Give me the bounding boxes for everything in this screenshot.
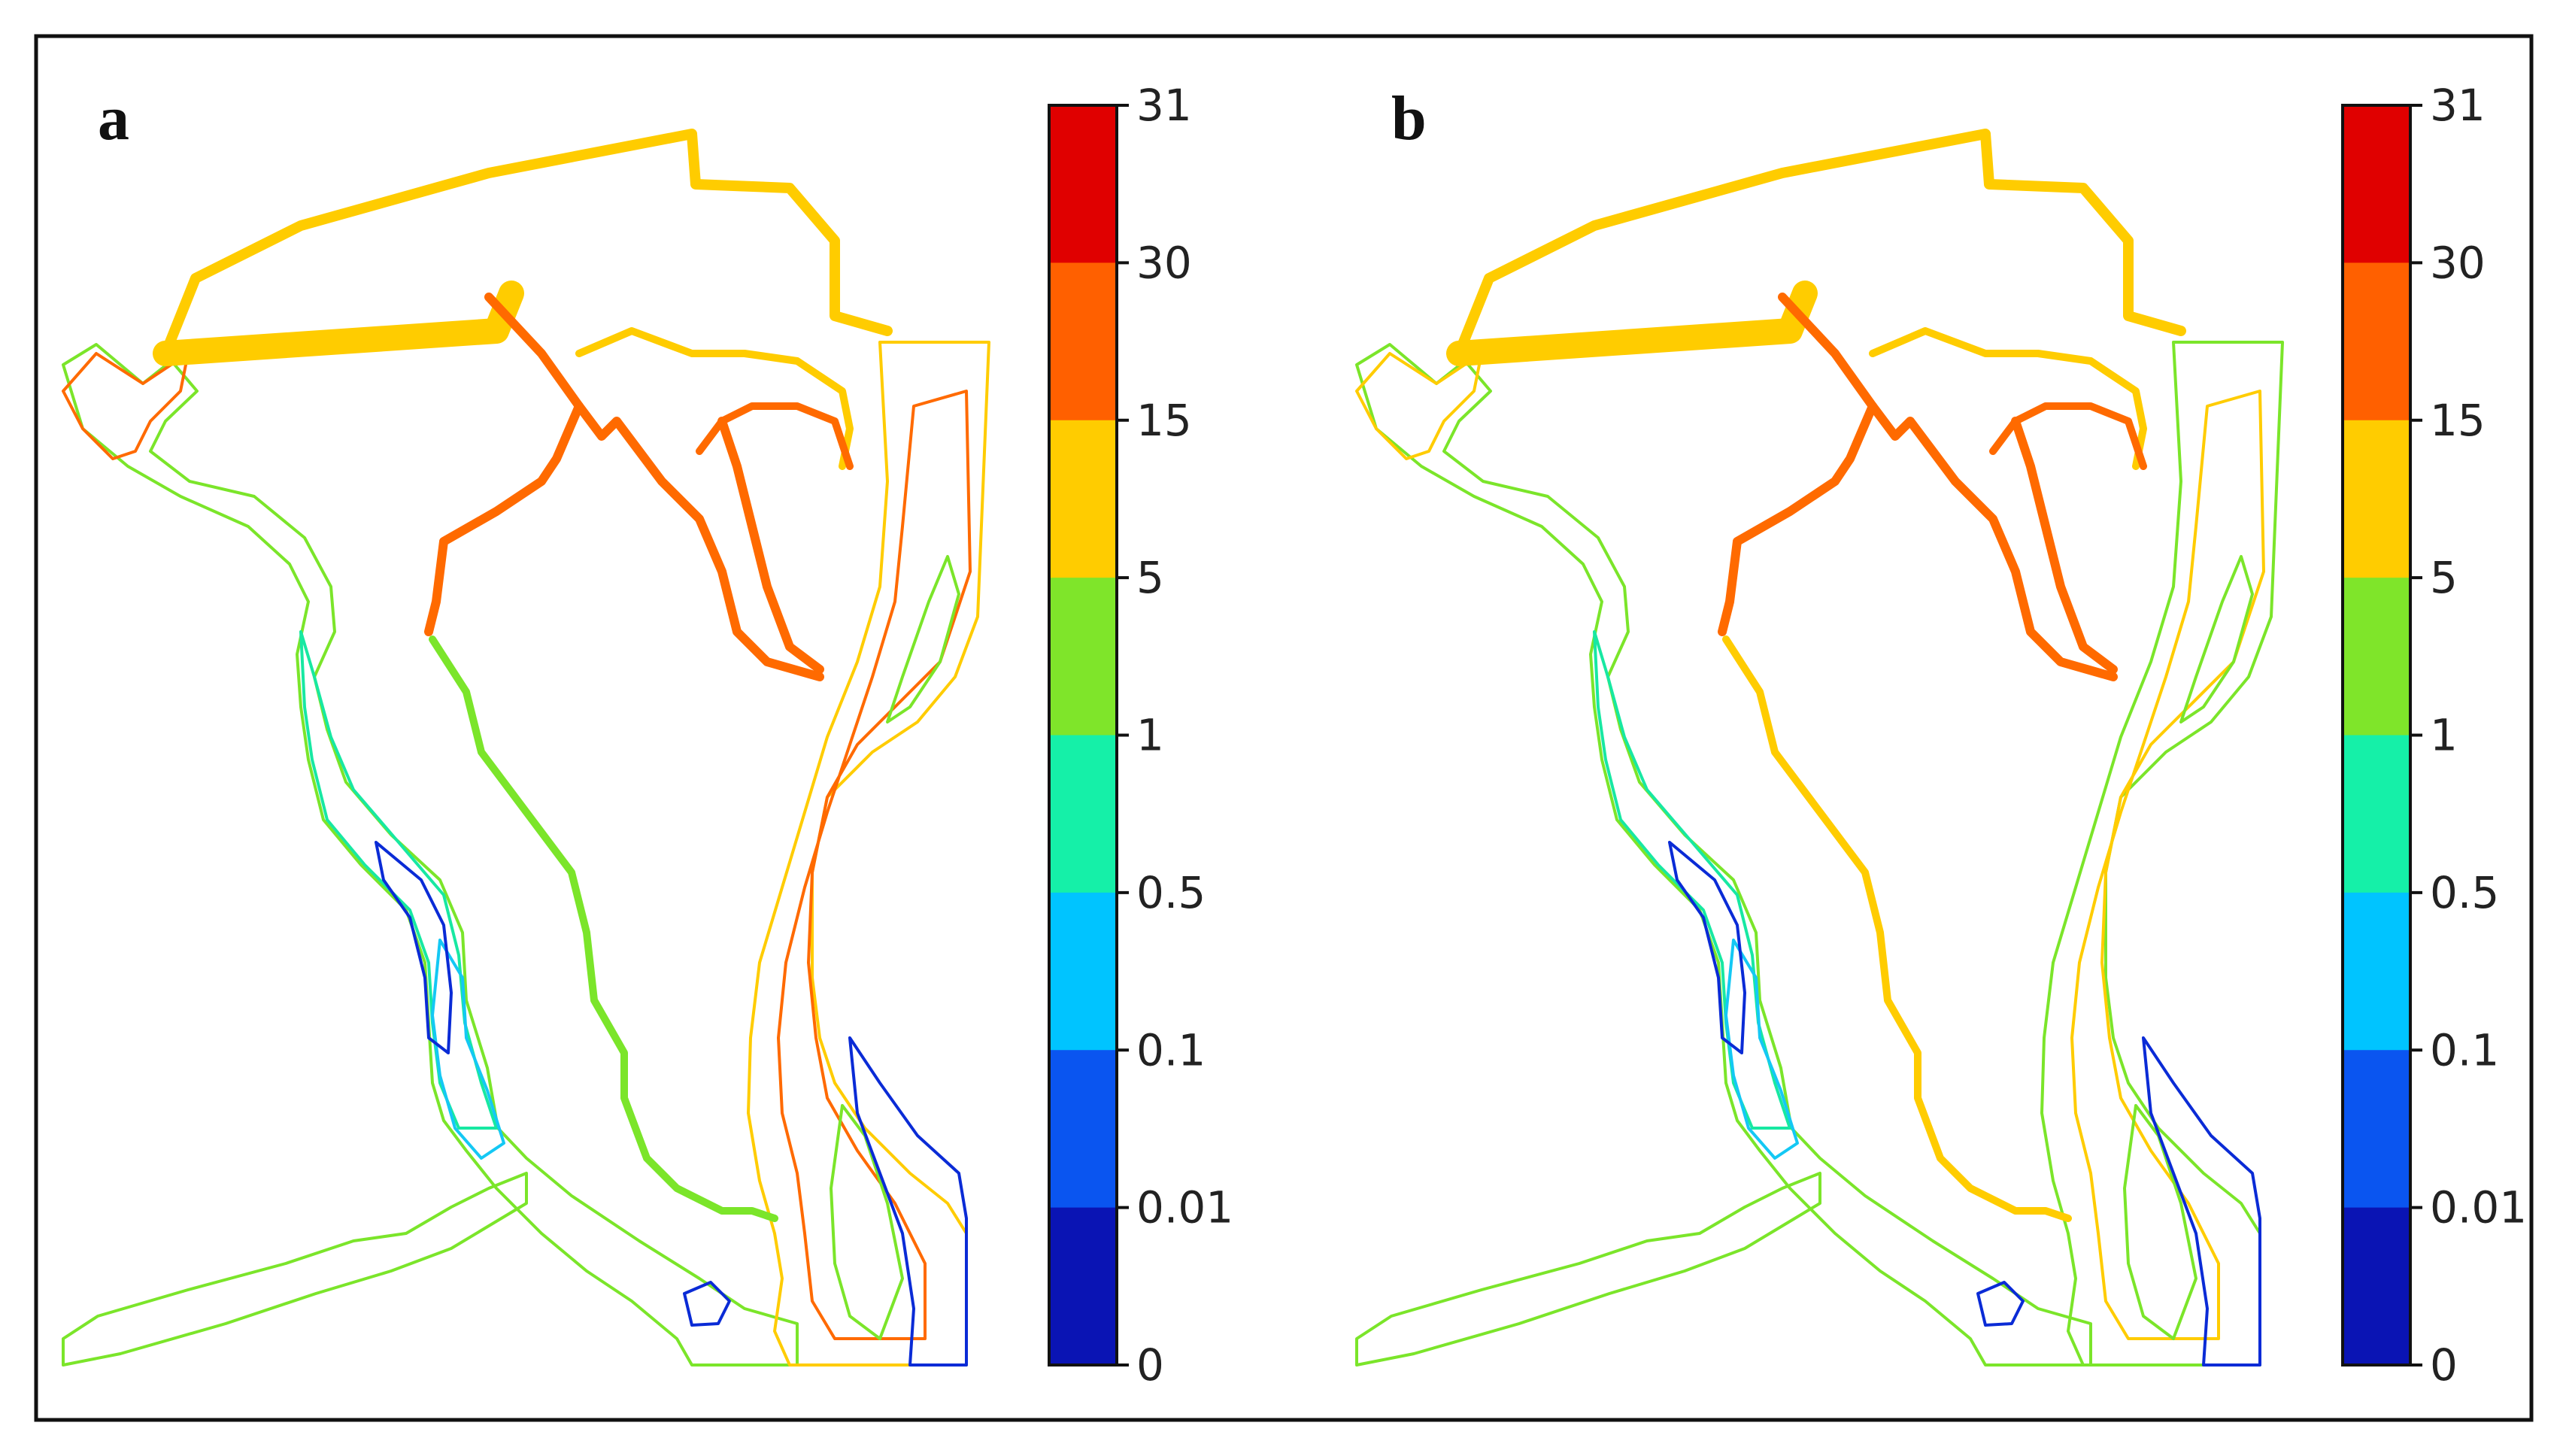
east-river-main-zone bbox=[777, 390, 972, 1340]
figure-frame bbox=[34, 34, 2534, 1422]
colorbar-tick-label: 31 bbox=[2430, 80, 2486, 131]
west-channel-zone bbox=[62, 343, 799, 1367]
colorbar-tick-label: 5 bbox=[1136, 552, 1164, 603]
colorbar-tick-label: 0 bbox=[1136, 1339, 1164, 1391]
southwest-inlet bbox=[1355, 1172, 1821, 1367]
colorbar-tick-label: 0.5 bbox=[2430, 867, 2499, 918]
west-pocket-zone bbox=[1668, 841, 1746, 1054]
panel-letter: b bbox=[1391, 83, 1427, 153]
inner-network-channel-west bbox=[424, 402, 584, 636]
colorbar-tick-label: 0.01 bbox=[1136, 1182, 1233, 1233]
colorbar-tick-label: 1 bbox=[2430, 710, 2458, 761]
colorbar-tick-label: 0 bbox=[2430, 1339, 2458, 1391]
mid-loop-channel bbox=[1989, 402, 2147, 470]
inner-network-channel bbox=[484, 293, 824, 681]
colorbar-band bbox=[1049, 578, 1117, 736]
inner-network-channel-west bbox=[1718, 402, 1877, 636]
east-river-green-zone-south bbox=[830, 1104, 904, 1340]
southwest-inlet bbox=[62, 1172, 528, 1367]
east-river-green-zone-south bbox=[2123, 1104, 2197, 1340]
colorbar-tick-label: 30 bbox=[1136, 237, 1192, 288]
panel-b: b 31 30 15 5 1 0.5 0.1 0.01 0 bbox=[1355, 80, 2527, 1391]
lake-zone bbox=[683, 1281, 731, 1327]
panel-letter: a bbox=[98, 83, 129, 153]
east-bank-low-zone bbox=[2142, 1036, 2261, 1367]
west-channel-mid-zone bbox=[1593, 630, 1791, 1130]
colorbar: 31 30 15 5 1 0.5 0.1 0.01 0 bbox=[2341, 80, 2527, 1391]
west-channel-mid-zone bbox=[299, 630, 498, 1130]
west-pocket-zone bbox=[375, 841, 453, 1054]
colorbar-band bbox=[2343, 578, 2410, 736]
colorbar-band bbox=[1049, 1207, 1117, 1366]
inner-network-channel-east bbox=[575, 327, 854, 470]
colorbar-band bbox=[1049, 892, 1117, 1051]
right-arc-channel bbox=[2011, 417, 2118, 674]
north-bar-channel bbox=[1446, 281, 1818, 366]
colorbar-tick-label: 15 bbox=[2430, 395, 2486, 446]
west-channel-zone bbox=[1355, 343, 2092, 1367]
colorbar: 31 30 15 5 1 0.5 0.1 0.01 0 bbox=[1048, 80, 1233, 1391]
colorbar-tick-label: 15 bbox=[1136, 395, 1192, 446]
colorbar-band bbox=[2343, 735, 2410, 893]
colorbar-band bbox=[1049, 420, 1117, 578]
colorbar-tick-label: 0.1 bbox=[1136, 1024, 1206, 1075]
east-river-green-zone-north bbox=[2179, 555, 2254, 723]
inner-network-channel bbox=[1778, 293, 2118, 681]
north-loop-channel bbox=[1454, 129, 2186, 359]
south-path-channel bbox=[429, 635, 778, 1222]
colorbar-tick-label: 30 bbox=[2430, 237, 2486, 288]
panel-a: a 31 30 15 5 1 0.5 0.1 0.01 0 bbox=[62, 80, 1233, 1391]
colorbar-band bbox=[2343, 892, 2410, 1051]
north-bar-channel bbox=[153, 281, 524, 366]
colorbar-tick-label: 5 bbox=[2430, 552, 2458, 603]
east-river-main-zone bbox=[2070, 390, 2265, 1340]
north-loop-channel bbox=[160, 129, 893, 359]
inner-network-channel-east bbox=[1869, 327, 2147, 470]
colorbar-tick-label: 1 bbox=[1136, 710, 1164, 761]
mid-loop-channel bbox=[696, 402, 854, 470]
lake-zone bbox=[1976, 1281, 2025, 1327]
northwest-arm bbox=[1355, 352, 1483, 460]
colorbar-tick-label: 31 bbox=[1136, 80, 1192, 131]
colorbar-band bbox=[2343, 262, 2410, 421]
colorbar-band bbox=[1049, 1050, 1117, 1209]
colorbar-band bbox=[2343, 1207, 2410, 1366]
colorbar-tick-label: 0.5 bbox=[1136, 867, 1206, 918]
colorbar-tick-label: 0.01 bbox=[2430, 1182, 2527, 1233]
northwest-arm bbox=[62, 352, 190, 460]
colorbar-band bbox=[2343, 1050, 2410, 1209]
colorbar-band bbox=[1049, 262, 1117, 421]
colorbar-band bbox=[1049, 735, 1117, 893]
east-bank-low-zone bbox=[848, 1036, 968, 1367]
colorbar-band bbox=[2343, 105, 2410, 263]
south-path-channel bbox=[1722, 635, 2072, 1222]
colorbar-band bbox=[1049, 105, 1117, 263]
colorbar-band bbox=[2343, 420, 2410, 578]
colorbar-tick-label: 0.1 bbox=[2430, 1024, 2499, 1075]
east-river-green-zone-north bbox=[886, 555, 960, 723]
right-arc-channel bbox=[717, 417, 824, 674]
